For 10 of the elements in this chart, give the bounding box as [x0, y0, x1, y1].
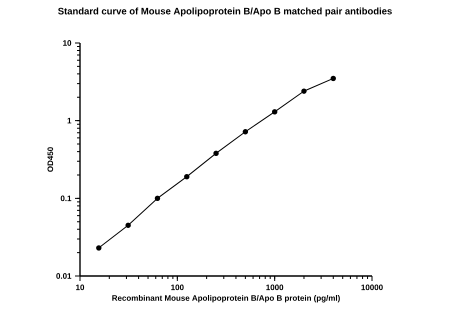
point — [213, 150, 219, 156]
point — [330, 76, 336, 82]
point — [242, 129, 248, 134]
point — [154, 196, 160, 202]
point — [272, 109, 278, 115]
point — [96, 245, 102, 251]
point — [184, 174, 190, 180]
point — [125, 222, 131, 228]
point — [301, 88, 307, 94]
chart-title: Standard curve of Mouse Apolipoprotein B/Apo B matched pair antibodies — [58, 8, 392, 16]
